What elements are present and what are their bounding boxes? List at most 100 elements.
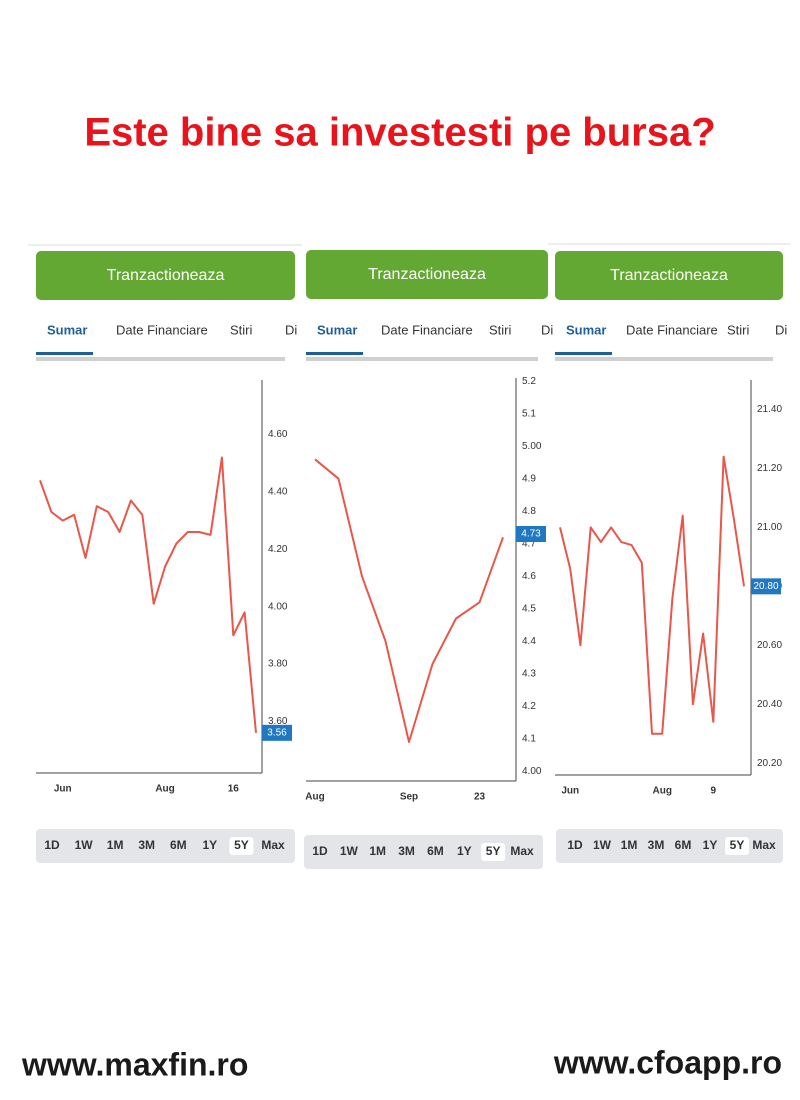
price-line bbox=[559, 455, 745, 735]
range-option[interactable]: Max bbox=[510, 844, 534, 858]
y-tick-label: 4.2 bbox=[522, 701, 536, 712]
x-tick-label: 23 bbox=[474, 792, 486, 803]
range-bar bbox=[556, 829, 783, 863]
y-tick-label: 4.60 bbox=[268, 429, 288, 440]
range-option[interactable]: Max bbox=[752, 838, 776, 852]
y-tick-label: 4.4 bbox=[522, 636, 536, 647]
y-tick-label: 5.1 bbox=[522, 408, 536, 419]
y-tick-label: 4.9 bbox=[522, 473, 536, 484]
range-option[interactable]: 1M bbox=[369, 844, 386, 858]
range-option[interactable]: 6M bbox=[170, 838, 187, 852]
tab[interactable]: Sumar bbox=[566, 322, 606, 337]
tab[interactable]: Di bbox=[285, 322, 297, 337]
last-value-label: 4.73 bbox=[521, 529, 541, 540]
tab-indicator bbox=[306, 352, 363, 355]
y-tick-label: 4.3 bbox=[522, 668, 536, 679]
range-option[interactable]: 1Y bbox=[703, 838, 718, 852]
y-tick-label: 4.6 bbox=[522, 571, 536, 582]
tab[interactable]: Stiri bbox=[489, 322, 512, 337]
trade-button[interactable] bbox=[306, 250, 548, 299]
tab[interactable]: Stiri bbox=[230, 322, 253, 337]
range-option[interactable]: 1Y bbox=[203, 838, 218, 852]
footer-right: www.cfoapp.ro bbox=[553, 1044, 782, 1080]
tab-rule bbox=[306, 357, 538, 361]
y-tick-label: 21.40 bbox=[757, 404, 782, 415]
trade-button-label[interactable]: Tranzactioneaza bbox=[610, 267, 728, 284]
range-option[interactable]: 1W bbox=[75, 838, 94, 852]
x-tick-label: 9 bbox=[711, 786, 717, 797]
x-tick-label: Aug bbox=[305, 792, 324, 803]
range-option[interactable]: 5Y bbox=[730, 838, 745, 852]
range-active bbox=[481, 843, 506, 861]
tab-rule bbox=[555, 357, 773, 361]
y-tick-label: 4.00 bbox=[522, 766, 542, 777]
range-option[interactable]: 3M bbox=[648, 838, 665, 852]
price-line bbox=[39, 456, 257, 733]
x-tick-label: Aug bbox=[652, 786, 671, 797]
range-active bbox=[229, 837, 254, 855]
range-option[interactable]: 1D bbox=[312, 844, 328, 858]
tab[interactable]: Date Financiare bbox=[116, 322, 208, 337]
range-option[interactable]: 1W bbox=[340, 844, 359, 858]
price-line bbox=[314, 458, 504, 743]
y-tick-label: 21.20 bbox=[757, 463, 782, 474]
tab[interactable]: Date Financiare bbox=[626, 322, 718, 337]
range-option[interactable]: 3M bbox=[398, 844, 415, 858]
y-tick-label: 4.20 bbox=[268, 544, 288, 555]
last-value-badge bbox=[516, 526, 546, 542]
footer-left: www.maxfin.ro bbox=[21, 1046, 248, 1082]
tab-indicator bbox=[36, 352, 93, 355]
range-option[interactable]: 1M bbox=[621, 838, 638, 852]
range-option[interactable]: 1D bbox=[567, 838, 583, 852]
x-tick-label: Jun bbox=[54, 784, 72, 795]
tab[interactable]: Date Financiare bbox=[381, 322, 473, 337]
range-bar bbox=[36, 829, 295, 863]
trade-button[interactable] bbox=[555, 251, 783, 300]
y-tick-label: 4.00 bbox=[268, 601, 288, 612]
trade-button-label[interactable]: Tranzactioneaza bbox=[107, 267, 225, 284]
y-tick-label: 5.00 bbox=[522, 441, 542, 452]
tab[interactable]: Di bbox=[775, 322, 787, 337]
tab[interactable]: Sumar bbox=[47, 322, 87, 337]
y-tick-label: 20.40 bbox=[757, 699, 782, 710]
range-option[interactable]: 1D bbox=[44, 838, 60, 852]
range-option[interactable]: 5Y bbox=[234, 838, 249, 852]
tab-indicator bbox=[555, 352, 612, 355]
range-option[interactable]: 5Y bbox=[486, 844, 501, 858]
trade-button-label[interactable]: Tranzactioneaza bbox=[368, 266, 486, 283]
tab-rule bbox=[36, 357, 285, 361]
last-value-badge bbox=[262, 724, 292, 741]
y-tick-label: 4.5 bbox=[522, 603, 536, 614]
title: Este bine sa investesti pe bursa? bbox=[84, 111, 715, 155]
range-option[interactable]: 3M bbox=[138, 838, 155, 852]
tab[interactable]: Sumar bbox=[317, 322, 357, 337]
x-tick-label: Jun bbox=[561, 786, 579, 797]
y-tick-label: 3.80 bbox=[268, 659, 288, 670]
range-option[interactable]: Max bbox=[261, 838, 285, 852]
last-value-label: 20.80 bbox=[753, 581, 778, 592]
tab[interactable]: Di bbox=[541, 322, 553, 337]
x-tick-label: 16 bbox=[228, 784, 240, 795]
y-tick-label: 4.1 bbox=[522, 733, 536, 744]
range-option[interactable]: 1W bbox=[593, 838, 612, 852]
range-active bbox=[725, 837, 749, 855]
trade-button[interactable] bbox=[36, 251, 295, 300]
range-option[interactable]: 6M bbox=[675, 838, 692, 852]
y-tick-label: 21.00 bbox=[757, 522, 782, 533]
x-tick-label: Aug bbox=[155, 784, 174, 795]
y-tick-label: 4.8 bbox=[522, 506, 536, 517]
y-tick-label: 20.20 bbox=[757, 758, 782, 769]
y-tick-label: 3.60 bbox=[268, 716, 288, 727]
x-tick-label: Sep bbox=[400, 792, 418, 803]
y-tick-label: 4.40 bbox=[268, 487, 288, 498]
range-option[interactable]: 6M bbox=[427, 844, 444, 858]
y-tick-label: 20.60 bbox=[757, 640, 782, 651]
range-option[interactable]: 1Y bbox=[457, 844, 472, 858]
y-tick-label: 5.2 bbox=[522, 376, 536, 387]
last-value-badge bbox=[751, 578, 781, 595]
tab[interactable]: Stiri bbox=[727, 322, 750, 337]
range-option[interactable]: 1M bbox=[107, 838, 124, 852]
